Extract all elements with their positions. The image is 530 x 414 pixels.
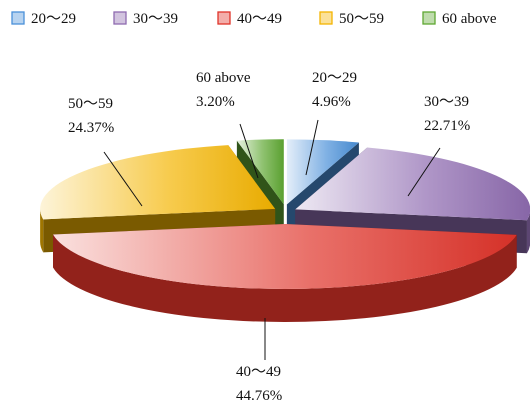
slice-label-value-0: 4.96% <box>312 94 351 110</box>
slice-top-2 <box>53 223 517 289</box>
pie-slices <box>40 139 530 322</box>
legend-label-3: 50～59 <box>339 11 384 27</box>
slice-wall-1-0 <box>526 212 530 254</box>
legend-label-4: 60 above <box>442 11 497 27</box>
slice-top-3 <box>40 145 276 220</box>
leader-line-1 <box>407 147 441 197</box>
legend-swatch-3 <box>319 11 333 25</box>
slice-label-value-2: 44.76% <box>236 388 282 404</box>
slice-wall-3-0 <box>40 208 44 253</box>
legend: 20～29 30～39 40～49 50～59 60 above <box>11 11 497 27</box>
leader-line-4 <box>239 123 259 179</box>
legend-swatch-2 <box>217 11 231 25</box>
slice-top-0 <box>286 139 359 205</box>
legend-swatch-4 <box>422 11 436 25</box>
slice-label-value-1: 22.71% <box>424 118 470 134</box>
legend-swatch-0 <box>11 11 25 25</box>
slice-wall-2-0 <box>53 234 517 322</box>
leader-line-0 <box>305 119 319 176</box>
slice-label-category-1: 30～39 <box>424 94 469 110</box>
slice-label-category-3: 50～59 <box>68 96 113 112</box>
legend-label-0: 20～29 <box>31 11 76 27</box>
slice-label-value-3: 24.37% <box>68 120 114 136</box>
slice-label-category-2: 40～49 <box>236 364 281 380</box>
slice-label-category-0: 20～29 <box>312 70 357 86</box>
leader-line-3 <box>103 151 143 207</box>
slice-label-category-4: 60 above <box>196 70 251 86</box>
slice-label-value-4: 3.20% <box>196 94 235 110</box>
slice-40-49 <box>53 223 517 322</box>
slice-top-1 <box>295 147 530 221</box>
slice-labels: 20～29 4.96% 30～39 22.71% 40～49 44.76% 50～59 24.… <box>68 70 470 404</box>
legend-label-2: 40～49 <box>237 11 282 27</box>
legend-label-1: 30～39 <box>133 11 178 27</box>
legend-swatch-1 <box>113 11 127 25</box>
slice-top-4 <box>236 139 284 205</box>
